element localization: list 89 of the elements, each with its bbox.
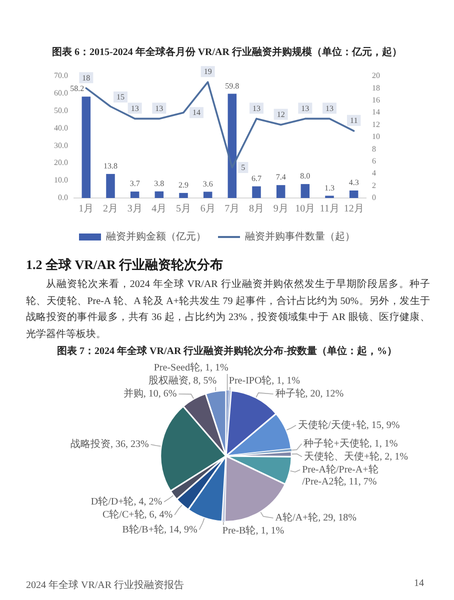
data-label: 13 — [130, 104, 139, 113]
bar — [106, 174, 115, 198]
x-tick-label: 1月 — [78, 204, 94, 215]
slice-label: 天使轮/天使+轮, 15, 9% — [298, 418, 400, 431]
bar — [228, 94, 237, 198]
data-label: 12 — [276, 110, 285, 119]
data-label: 15 — [116, 92, 124, 102]
legend-label: 融资并购事件数量（起） — [245, 230, 355, 243]
y2-tick-label: 6 — [372, 156, 376, 166]
y2-tick-label: 18 — [372, 83, 380, 92]
bar — [276, 185, 286, 198]
slice-label: 种子轮+天使轮, 1, 1% — [304, 437, 398, 450]
x-tick-label: 2月 — [103, 204, 118, 215]
slice-label: Pre-Seed轮, 1, 1% — [154, 362, 228, 374]
x-tick-label: 12月 — [344, 204, 364, 215]
x-tick-label: 10月 — [295, 204, 316, 215]
data-label: 13 — [326, 104, 334, 113]
bar — [179, 192, 188, 198]
slice-label: Pre-IPO轮, 1, 1% — [228, 374, 300, 387]
data-label: 18 — [82, 73, 90, 82]
y2-tick-label: 2 — [372, 180, 376, 190]
bar — [300, 184, 310, 198]
x-tick-label: 6月 — [200, 204, 216, 215]
data-label: 58.2 — [70, 84, 84, 94]
data-label: 13 — [301, 104, 310, 113]
y2-tick-label: 14 — [372, 108, 380, 117]
slice-label: 种子轮, 20, 12% — [275, 388, 344, 400]
y-tick-label: 20.0 — [54, 158, 68, 168]
data-label: 5 — [241, 163, 246, 172]
slice-label: D轮/D+轮, 4, 2% — [90, 496, 162, 508]
slice-label: B轮/B+轮, 14, 9% — [122, 523, 198, 536]
y2-tick-label: 4 — [372, 168, 376, 178]
y-tick-label: 30.0 — [54, 140, 68, 150]
chart-title: 图表 7：2024 年全球 VR/AR 行业融资并购轮次分布-按数量（单位：起，%） — [56, 345, 398, 359]
y-tick-label: 40.0 — [54, 123, 68, 132]
y-tick-label: 0.0 — [58, 193, 68, 202]
data-label: 19 — [204, 67, 212, 76]
y2-tick-label: 16 — [372, 95, 380, 104]
data-label: 2.9 — [178, 180, 188, 190]
data-label: 7.4 — [276, 172, 286, 182]
data-label: 3.7 — [130, 179, 140, 188]
data-label: 6.7 — [252, 174, 262, 183]
x-tick-label: 3月 — [127, 204, 142, 215]
bar — [154, 191, 164, 198]
text: 从融资轮次来看，2024 年全球 VR/AR 行业融资并购依然发生于早期阶段居多。种子轮、天使轮、Pre-A 轮、A 轮及 A+轮共发生 79 起事件，合计占比约为 50%。另外，发生于战略投资的事件最多，共有 36 起，占比约为 23%，投资领域集中于 AR 眼镜、医疗健康、光学器件等板块。 — [26, 278, 430, 342]
data-label: 14 — [192, 108, 200, 118]
slice-label: C轮/C+轮, 6, 4% — [102, 508, 173, 521]
data-label: 11 — [350, 116, 358, 125]
bar — [349, 190, 358, 198]
data-label: 4.3 — [348, 178, 359, 188]
x-tick-label: 4月 — [152, 204, 167, 215]
y-tick-label: 50.0 — [54, 106, 68, 115]
legend-label: 融资并购金额（亿元） — [106, 230, 206, 243]
data-label: 13 — [155, 104, 164, 113]
data-label: 1.3 — [324, 183, 334, 192]
bar — [130, 192, 140, 198]
slice-label: 并购, 10, 6% — [123, 388, 177, 400]
slice-label: A轮/A+轮, 29, 18% — [275, 512, 356, 524]
y-tick-label: 10.0 — [54, 176, 68, 185]
y2-tick-label: 20 — [372, 71, 380, 80]
x-tick-label: 8月 — [249, 204, 264, 215]
x-tick-label: 7月 — [224, 204, 240, 215]
y2-tick-label: 10 — [372, 132, 380, 142]
bar — [203, 192, 212, 198]
y-tick-label: 70.0 — [54, 71, 68, 80]
x-tick-label: 11月 — [320, 204, 340, 215]
x-tick-label: 5月 — [176, 204, 191, 215]
data-label: 13 — [252, 104, 260, 113]
bar — [252, 186, 261, 198]
slice-label: 天使轮、天使+轮, 2, 1% — [304, 450, 408, 462]
text: 2024 年全球 VR/AR 行业投融资报告 — [26, 578, 184, 592]
data-label: 3.8 — [154, 178, 164, 188]
data-label: 13.8 — [104, 162, 118, 171]
y2-tick-label: 0 — [372, 193, 376, 202]
chart-title: 图表 6：2015-2024 年全球各月份 VR/AR 行业融资并购规模（单位：亿元，起） — [51, 46, 403, 60]
data-label: 59.8 — [225, 81, 240, 90]
slice-label: 股权融资, 8, 5% — [148, 374, 217, 387]
x-tick-label: 9月 — [273, 204, 288, 215]
slice-label: 战略投资, 36, 23% — [70, 438, 149, 450]
data-label: 8.0 — [300, 172, 310, 181]
y2-tick-label: 12 — [372, 120, 380, 129]
text: 14 — [414, 578, 424, 591]
bar — [82, 96, 91, 198]
slice-label: Pre-B轮, 1, 1% — [222, 524, 284, 537]
y-tick-label: 60.0 — [54, 88, 68, 98]
y2-tick-label: 8 — [372, 144, 376, 154]
data-label: 3.6 — [202, 179, 213, 188]
slice-label: Pre-A轮/Pre-A+轮/Pre-A2轮, 11, 7% — [302, 463, 378, 488]
text: 1.2 全球 VR/AR 行业融资轮次分布 — [26, 256, 224, 273]
